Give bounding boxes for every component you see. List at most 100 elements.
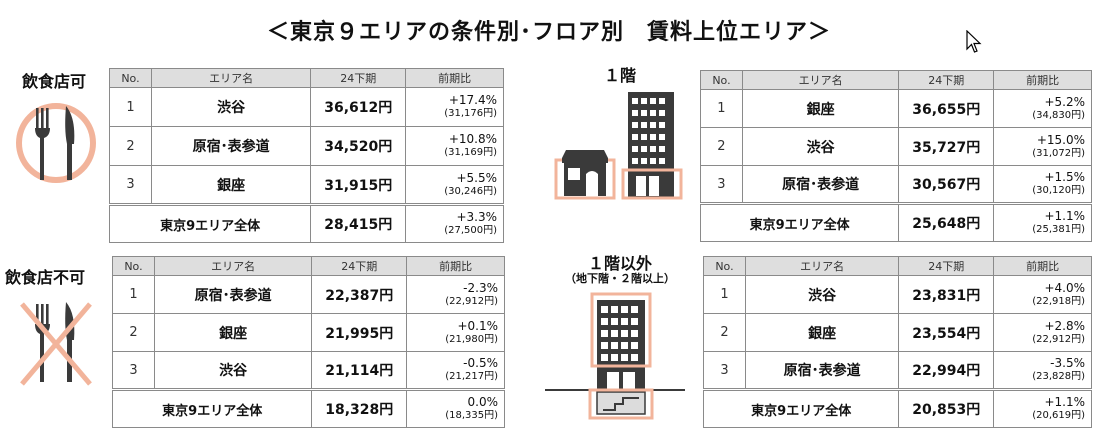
table-header-row: No. エリア名 24下期 前期比	[700, 70, 1092, 90]
mouse-cursor-icon	[966, 30, 982, 53]
rank-cell: 1	[703, 275, 746, 314]
rent-cell: 36,612円	[310, 87, 407, 127]
header-no: No.	[703, 256, 746, 276]
header-cmp: 前期比	[405, 68, 504, 88]
cmp-cell: +5.5% (30,246円)	[405, 165, 504, 205]
rent-cell: 23,831円	[898, 275, 995, 314]
area-cell: 渋谷	[744, 275, 900, 314]
area-cell: 銀座	[150, 165, 312, 205]
area-cell: 渋谷	[741, 127, 900, 166]
rank-cell: 2	[700, 127, 743, 166]
table-food-ng: No. エリア名 24下期 前期比 1 原宿･表参道 22,387円 -2.3%…	[111, 256, 505, 428]
area-cell: 原宿･表参道	[744, 351, 900, 390]
cmp-cell: -2.3% (22,912円)	[406, 275, 505, 314]
table-row: 1 渋谷 36,612円 +17.4% (31,176円)	[109, 87, 504, 127]
header-area: エリア名	[741, 70, 900, 90]
pct-text: +1.1%	[1044, 395, 1085, 410]
rank-cell: 3	[703, 351, 746, 390]
area-cell: 原宿･表参道	[150, 126, 312, 166]
table-food-ok: No. エリア名 24下期 前期比 1 渋谷 36,612円 +17.4% (31…	[108, 68, 504, 243]
table-row: 1 渋谷 23,831円 +4.0% (22,918円)	[703, 275, 1092, 314]
table-row: 3 渋谷 21,114円 -0.5% (21,217円)	[112, 351, 505, 390]
pct-text: +0.1%	[457, 318, 498, 333]
pct-text: 0.0%	[467, 395, 499, 410]
total-area-cell: 東京9エリア全体	[699, 202, 900, 242]
cmp-cell: +0.1% (21,980円)	[406, 313, 505, 352]
table-total-row: 東京9エリア全体 28,415円 +3.3% (27,500円)	[108, 203, 504, 243]
table-row: 2 銀座 21,995円 +0.1% (21,980円)	[112, 313, 505, 352]
cmp-cell: +1.5% (30,120円)	[993, 165, 1092, 204]
rent-cell: 35,727円	[898, 127, 995, 166]
rank-cell: 3	[112, 351, 155, 390]
prev-text: (31,169円)	[444, 147, 497, 159]
rent-cell: 23,554円	[898, 313, 995, 352]
cmp-cell: +4.0% (22,918円)	[993, 275, 1092, 314]
header-cmp: 前期比	[406, 256, 505, 276]
cmp-cell: +15.0% (31,072円)	[993, 127, 1092, 166]
total-rent-cell: 25,648円	[898, 202, 995, 242]
total-area-cell: 東京9エリア全体	[111, 388, 313, 428]
area-cell: 銀座	[744, 313, 900, 352]
pct-text: -0.5%	[463, 356, 498, 371]
label-floor-other: １階以外	[587, 254, 652, 273]
prev-text: (31,072円)	[1032, 147, 1085, 159]
cmp-cell: +10.8% (31,169円)	[405, 126, 504, 166]
total-cmp-cell: 0.0% (18,335円)	[406, 388, 505, 428]
total-rent-cell: 28,415円	[310, 203, 407, 243]
pct-text: +17.4%	[448, 93, 497, 108]
rank-cell: 1	[700, 89, 743, 128]
area-cell: 渋谷	[153, 351, 313, 390]
page-title: ＜東京９エリアの条件別･フロア別 賃料上位エリア＞	[266, 20, 831, 45]
table-total-row: 東京9エリア全体 18,328円 0.0% (18,335円)	[111, 388, 505, 428]
cmp-cell: +5.2% (34,830円)	[993, 89, 1092, 128]
header-period: 24下期	[311, 256, 408, 276]
table-floor-other: No. エリア名 24下期 前期比 1 渋谷 23,831円 +4.0% (22,…	[702, 256, 1092, 428]
area-cell: 渋谷	[150, 87, 312, 127]
cmp-cell: -3.5% (23,828円)	[993, 351, 1092, 390]
rank-cell: 2	[112, 313, 155, 352]
table-header-row: No. エリア名 24下期 前期比	[109, 68, 504, 88]
total-area-cell: 東京9エリア全体	[702, 388, 900, 428]
area-cell: 原宿･表参道	[153, 275, 313, 314]
building-upper-basement-icon	[545, 292, 685, 420]
header-no: No.	[112, 256, 155, 276]
header-cmp: 前期比	[993, 256, 1092, 276]
pct-text: -3.5%	[1050, 356, 1085, 371]
prev-text: (21,980円)	[445, 333, 498, 345]
table-row: 3 銀座 31,915円 +5.5% (30,246円)	[109, 165, 504, 205]
rank-cell: 1	[112, 275, 155, 314]
rank-cell: 1	[109, 87, 152, 127]
pct-text: +5.5%	[456, 170, 497, 185]
prev-text: (27,500円)	[444, 225, 497, 237]
label-floor1: １階	[603, 66, 636, 85]
table-row: 3 原宿･表参道 30,567円 +1.5% (30,120円)	[700, 165, 1092, 204]
rent-cell: 22,387円	[311, 275, 408, 314]
pct-text: +5.2%	[1044, 94, 1085, 109]
header-area: エリア名	[744, 256, 900, 276]
prev-text: (22,912円)	[1032, 333, 1085, 345]
pct-text: +2.8%	[1044, 318, 1085, 333]
prev-text: (22,912円)	[445, 295, 498, 307]
header-period: 24下期	[310, 68, 407, 88]
pct-text: +1.5%	[1044, 170, 1085, 185]
pct-text: +4.0%	[1044, 280, 1085, 295]
prev-text: (30,120円)	[1032, 185, 1085, 197]
rent-cell: 34,520円	[310, 126, 407, 166]
prev-text: (34,830円)	[1032, 109, 1085, 121]
rent-cell: 22,994円	[898, 351, 995, 390]
prev-text: (18,335円)	[445, 410, 498, 422]
pct-text: +15.0%	[1036, 132, 1085, 147]
label-food-ng: 飲食店不可	[5, 268, 86, 287]
prev-text: (25,381円)	[1032, 224, 1085, 236]
table-row: 1 原宿･表参道 22,387円 -2.3% (22,912円)	[112, 275, 505, 314]
rent-cell: 31,915円	[310, 165, 407, 205]
table-header-row: No. エリア名 24下期 前期比	[703, 256, 1092, 276]
pct-text: -2.3%	[463, 280, 498, 295]
table-row: 2 原宿･表参道 34,520円 +10.8% (31,169円)	[109, 126, 504, 166]
building-ground-floor-icon	[554, 92, 683, 200]
area-cell: 銀座	[741, 89, 900, 128]
rank-cell: 3	[109, 165, 152, 205]
cmp-cell: -0.5% (21,217円)	[406, 351, 505, 390]
total-rent-cell: 18,328円	[311, 388, 408, 428]
table-row: 1 銀座 36,655円 +5.2% (34,830円)	[700, 89, 1092, 128]
